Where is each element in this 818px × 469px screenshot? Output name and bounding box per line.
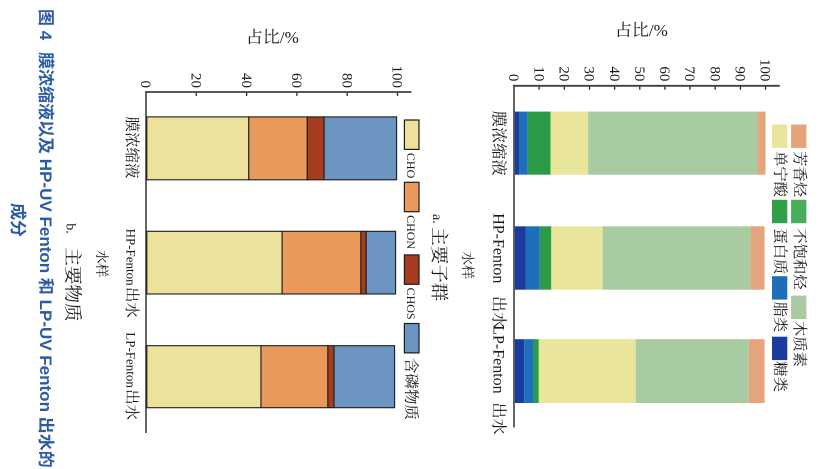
svg-text:70: 70: [681, 66, 697, 81]
svg-text:b.: b.: [62, 223, 77, 234]
svg-text:HP-Fenton: HP-Fenton: [489, 213, 506, 283]
svg-text:a.: a.: [429, 214, 444, 224]
svg-text:40: 40: [606, 66, 622, 81]
svg-text:60: 60: [288, 73, 304, 88]
svg-text:100: 100: [389, 66, 405, 89]
svg-text:CHO: CHO: [404, 153, 418, 179]
svg-text:50: 50: [631, 66, 647, 81]
svg-text:LP-Fenton: LP-Fenton: [124, 332, 139, 388]
svg-text:90: 90: [732, 66, 748, 81]
svg-text:10: 10: [530, 66, 546, 81]
svg-text:0: 0: [137, 81, 153, 89]
svg-text:Fenton: Fenton: [36, 355, 55, 412]
svg-text:30: 30: [581, 66, 597, 81]
svg-text:80: 80: [338, 73, 354, 88]
svg-text:HP-UV: HP-UV: [36, 159, 55, 213]
svg-text:LP-UV: LP-UV: [36, 300, 55, 352]
svg-text:Fenton: Fenton: [36, 217, 55, 274]
svg-text:40: 40: [238, 73, 254, 88]
svg-text:4: 4: [36, 31, 55, 41]
svg-text:CHON: CHON: [404, 215, 418, 249]
svg-text:CHOS: CHOS: [404, 288, 418, 320]
svg-text:/%: /%: [280, 28, 299, 47]
svg-text:100: 100: [757, 59, 773, 82]
svg-text:/%: /%: [649, 21, 668, 40]
svg-text:HP-Fenton: HP-Fenton: [124, 229, 139, 287]
svg-text:LP-Fenton: LP-Fenton: [489, 325, 506, 393]
svg-text:60: 60: [656, 66, 672, 81]
svg-text:80: 80: [706, 66, 722, 81]
svg-text:20: 20: [556, 66, 572, 81]
svg-text:20: 20: [188, 73, 204, 88]
svg-text:0: 0: [505, 74, 521, 82]
